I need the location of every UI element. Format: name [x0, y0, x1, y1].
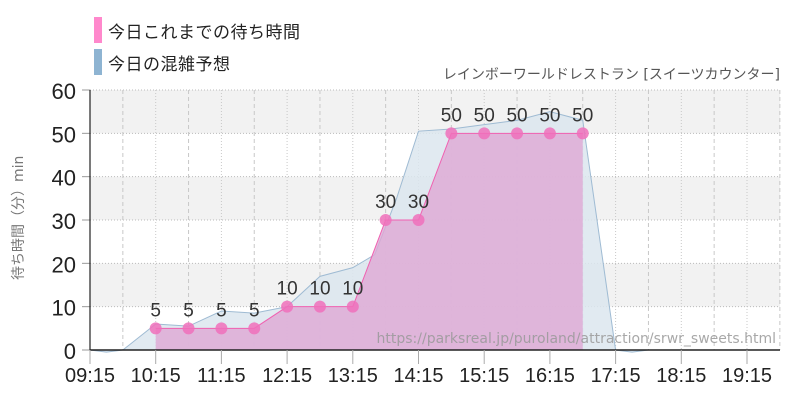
- data-point-label: 50: [441, 105, 462, 126]
- legend-label-forecast: 今日の混雑予想: [108, 54, 231, 75]
- data-point-marker[interactable]: [511, 127, 524, 140]
- legend-swatch-actual: [94, 17, 102, 43]
- watermark-url: https://parksreal.jp/puroland/attraction…: [377, 331, 776, 347]
- x-tick-label: 14:15: [393, 365, 443, 387]
- data-point-label: 50: [474, 105, 495, 126]
- chart-subtitle: レインボーワールドレストラン [スイーツカウンター]: [442, 67, 780, 83]
- x-tick-label: 10:15: [131, 365, 181, 387]
- x-tick-label: 19:15: [722, 365, 772, 387]
- legend-item-forecast[interactable]: 今日の混雑予想: [94, 46, 301, 78]
- legend-swatch-forecast: [94, 49, 102, 75]
- x-tick-label: 09:15: [65, 365, 115, 387]
- y-tick-label: 50: [52, 122, 76, 147]
- x-tick-label: 16:15: [525, 365, 575, 387]
- data-point-marker[interactable]: [478, 127, 491, 140]
- data-point-label: 50: [572, 105, 593, 126]
- data-point-label: 5: [150, 300, 161, 321]
- y-tick-label: 30: [52, 209, 76, 234]
- data-point-marker[interactable]: [445, 127, 458, 140]
- data-point-marker[interactable]: [346, 300, 359, 313]
- data-point-marker[interactable]: [215, 322, 228, 335]
- y-tick-label: 40: [52, 166, 76, 191]
- x-tick-label: 12:15: [262, 365, 312, 387]
- data-point-label: 50: [539, 105, 560, 126]
- legend-label-actual: 今日これまでの待ち時間: [108, 22, 301, 43]
- y-tick-label: 20: [52, 252, 76, 277]
- x-tick-label: 17:15: [591, 365, 641, 387]
- grid-band: [90, 90, 780, 134]
- y-tick-label: 10: [52, 296, 76, 321]
- y-tick-label: 0: [64, 339, 76, 364]
- data-point-marker[interactable]: [248, 322, 261, 335]
- data-point-label: 5: [249, 300, 260, 321]
- data-point-marker[interactable]: [412, 214, 425, 226]
- actual-area: [155, 133, 583, 350]
- legend-item-actual[interactable]: 今日これまでの待ち時間: [94, 14, 301, 46]
- data-point-label: 5: [183, 300, 194, 321]
- data-point-label: 30: [375, 192, 396, 213]
- data-point-marker[interactable]: [379, 214, 392, 226]
- data-point-label: 10: [277, 279, 298, 300]
- data-point-label: 30: [408, 192, 429, 213]
- x-tick-label: 15:15: [459, 365, 509, 387]
- data-point-marker[interactable]: [576, 127, 589, 140]
- data-point-marker[interactable]: [313, 300, 326, 313]
- data-point-label: 50: [506, 105, 527, 126]
- data-point-label: 10: [309, 279, 330, 300]
- legend: 今日これまでの待ち時間 今日の混雑予想: [94, 14, 301, 78]
- x-tick-label: 13:15: [328, 365, 378, 387]
- data-point-label: 5: [216, 300, 227, 321]
- data-point-marker[interactable]: [149, 322, 162, 335]
- x-tick-label: 11:15: [197, 365, 246, 387]
- data-point-label: 10: [342, 279, 363, 300]
- data-point-marker[interactable]: [543, 127, 556, 140]
- y-tick-label: 60: [52, 79, 76, 104]
- data-point-marker[interactable]: [182, 322, 195, 335]
- data-point-marker[interactable]: [281, 300, 294, 313]
- x-tick-label: 18:15: [656, 365, 706, 387]
